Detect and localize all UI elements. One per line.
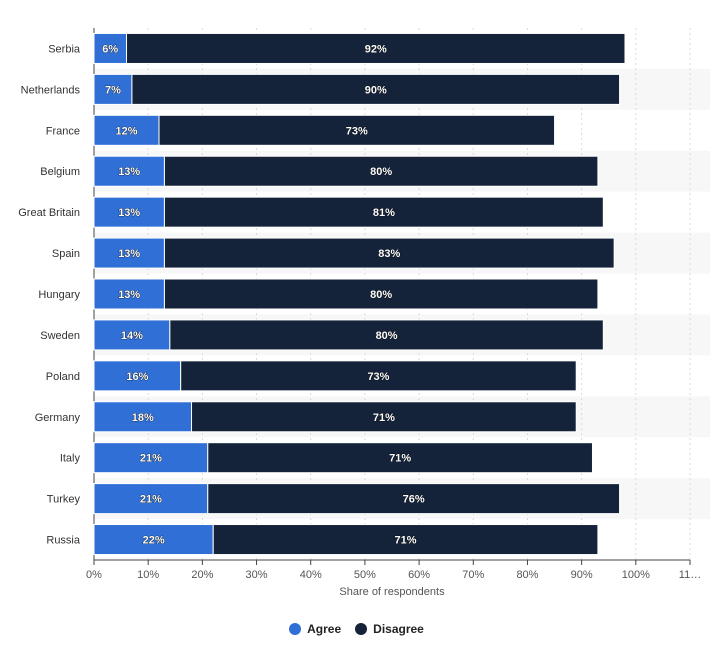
bar-disagree xyxy=(158,114,556,146)
data-label-disagree: 71% xyxy=(389,453,411,465)
data-label-disagree: 71% xyxy=(395,535,417,547)
bar-agree xyxy=(93,319,171,351)
x-tick-label: 90% xyxy=(571,569,593,581)
data-label-agree: 21% xyxy=(140,494,162,506)
bar-disagree xyxy=(131,73,621,105)
bar-agree xyxy=(93,483,209,515)
data-label-agree: 6% xyxy=(102,43,118,55)
bar-agree xyxy=(93,278,165,310)
legend-marker-agree xyxy=(289,623,302,635)
x-tick-label: 20% xyxy=(191,569,213,581)
data-label-agree: 13% xyxy=(118,166,140,178)
bar-agree xyxy=(93,73,133,105)
category-label: Great Britain xyxy=(18,207,80,219)
bar-agree xyxy=(93,442,209,474)
category-label: France xyxy=(46,125,80,137)
data-label-agree: 18% xyxy=(132,412,154,424)
data-label-disagree: 92% xyxy=(365,43,387,55)
x-tick-label: 50% xyxy=(354,569,376,581)
legend-item-disagree[interactable]: Disagree xyxy=(355,622,424,636)
data-label-agree: 14% xyxy=(121,330,143,342)
data-label-disagree: 90% xyxy=(365,84,387,96)
category-label: Belgium xyxy=(40,166,80,178)
bar-disagree xyxy=(126,32,626,64)
category-label: Spain xyxy=(52,248,80,260)
data-label-agree: 13% xyxy=(118,248,140,260)
bar-disagree xyxy=(163,155,599,187)
data-label-agree: 16% xyxy=(126,371,148,383)
x-tick-label: 60% xyxy=(408,569,430,581)
x-tick-label: 40% xyxy=(300,569,322,581)
bar-disagree xyxy=(163,278,599,310)
data-label-agree: 13% xyxy=(118,207,140,219)
bar-disagree xyxy=(169,319,604,351)
legend-label-agree: Agree xyxy=(307,622,342,636)
legend-marker-disagree xyxy=(355,623,368,635)
x-tick-label: 0% xyxy=(86,569,102,581)
category-label: Italy xyxy=(60,453,81,465)
bar-disagree xyxy=(191,401,577,433)
legend-item-agree[interactable]: Agree xyxy=(289,622,341,636)
bar-agree xyxy=(93,237,165,269)
data-label-disagree: 73% xyxy=(367,371,389,383)
x-axis-title: Share of respondents xyxy=(339,586,445,598)
data-label-disagree: 80% xyxy=(376,330,398,342)
category-label: Germany xyxy=(35,412,81,424)
category-label: Russia xyxy=(46,535,81,547)
data-label-disagree: 80% xyxy=(370,166,392,178)
data-label-disagree: 83% xyxy=(378,248,400,260)
bar-agree xyxy=(93,32,128,64)
category-label: Turkey xyxy=(47,494,81,506)
bar-agree xyxy=(93,114,160,146)
category-label: Hungary xyxy=(38,289,80,301)
data-label-agree: 12% xyxy=(115,125,137,137)
bar-disagree xyxy=(180,360,577,392)
category-label: Netherlands xyxy=(21,84,81,96)
x-tick-label: 100% xyxy=(622,569,650,581)
legend: Agree Disagree xyxy=(0,622,713,636)
category-label: Poland xyxy=(46,371,80,383)
data-label-agree: 22% xyxy=(143,535,165,547)
x-tick-label: 30% xyxy=(246,569,268,581)
data-label-agree: 21% xyxy=(140,453,162,465)
data-label-agree: 13% xyxy=(118,289,140,301)
data-label-agree: 7% xyxy=(105,84,121,96)
legend-label-disagree: Disagree xyxy=(373,622,424,636)
data-label-disagree: 71% xyxy=(373,412,395,424)
category-label: Sweden xyxy=(40,330,80,342)
category-label: Serbia xyxy=(48,43,81,55)
bar-disagree xyxy=(163,196,604,228)
bar-disagree xyxy=(207,483,621,515)
bar-disagree xyxy=(212,524,599,556)
x-tick-label: 70% xyxy=(462,569,484,581)
bar-agree xyxy=(93,401,193,433)
x-tick-label: 11… xyxy=(679,569,701,581)
x-tick-label: 10% xyxy=(137,569,159,581)
bar-disagree xyxy=(163,237,615,269)
data-label-disagree: 81% xyxy=(373,207,395,219)
bar-disagree xyxy=(207,442,593,474)
bar-agree xyxy=(93,196,165,228)
data-label-disagree: 76% xyxy=(403,494,425,506)
data-label-disagree: 73% xyxy=(346,125,368,137)
x-tick-label: 80% xyxy=(516,569,538,581)
data-label-disagree: 80% xyxy=(370,289,392,301)
bar-agree xyxy=(93,155,165,187)
bar-agree xyxy=(93,524,214,556)
